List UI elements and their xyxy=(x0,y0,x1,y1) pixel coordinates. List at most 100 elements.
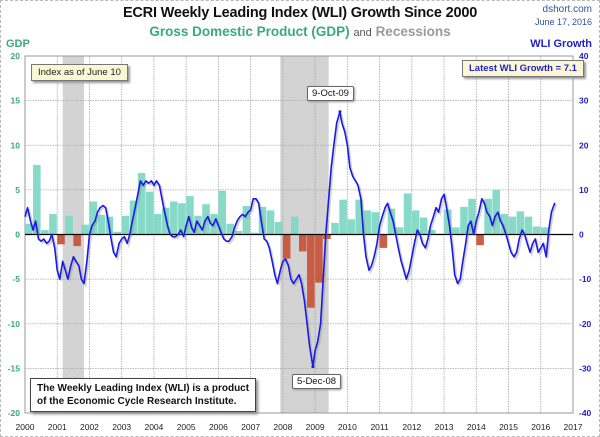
gdp-bar xyxy=(41,230,49,235)
x-tick-label: 2011 xyxy=(370,422,389,432)
gdp-bar xyxy=(145,191,154,235)
right-axis-label: WLI Growth xyxy=(530,38,592,50)
x-tick-label: 2007 xyxy=(241,422,260,432)
left-tick-label: -10 xyxy=(8,319,21,329)
x-tick-label: 2000 xyxy=(16,422,35,432)
gdp-bar xyxy=(492,189,500,235)
gdp-bar xyxy=(419,217,428,235)
gdp-bar xyxy=(444,209,452,235)
gdp-bar xyxy=(347,219,355,235)
gdp-bar xyxy=(282,234,291,259)
left-tick-label: 15 xyxy=(11,96,21,106)
source-date: June 17, 2016 xyxy=(534,17,592,27)
gdp-bar xyxy=(121,215,130,235)
gdp-bar xyxy=(532,226,541,235)
peak-callout: 9-Oct-09 xyxy=(307,86,354,101)
gdp-bar xyxy=(274,222,283,235)
gdp-bar xyxy=(49,213,57,235)
gdp-bar xyxy=(178,203,186,235)
gdp-bar xyxy=(73,234,81,247)
gdp-bar xyxy=(323,234,331,239)
gdp-bar xyxy=(411,210,420,235)
latest-wli-note: Latest WLI Growth = 7.1 xyxy=(462,60,584,77)
x-tick-label: 2003 xyxy=(112,422,131,432)
gdp-bar xyxy=(387,208,396,235)
gdp-bar xyxy=(153,213,162,235)
x-tick-label: 2014 xyxy=(467,422,486,432)
x-tick-label: 2006 xyxy=(209,422,228,432)
gdp-bar xyxy=(81,224,89,235)
right-tick-label: -10 xyxy=(579,274,592,284)
gdp-bar xyxy=(379,234,388,248)
left-tick-label: -20 xyxy=(8,408,21,418)
gdp-bar xyxy=(452,227,460,235)
annotation-point xyxy=(338,110,342,114)
gdp-bar xyxy=(371,212,380,235)
x-tick-label: 2002 xyxy=(80,422,99,432)
gdp-bar xyxy=(395,227,404,235)
right-tick-label: 40 xyxy=(579,51,589,61)
x-tick-label: 2001 xyxy=(48,422,67,432)
gdp-bar xyxy=(25,223,33,235)
source-site: dshort.com xyxy=(542,4,592,15)
gdp-bar xyxy=(290,216,299,235)
gdp-bar xyxy=(234,230,243,235)
x-tick-label: 2010 xyxy=(338,422,357,432)
index-date-note: Index as of June 10 xyxy=(31,64,128,81)
right-tick-label: 30 xyxy=(579,96,589,106)
subtitle-gdp: Gross Domestic Product (GDP) xyxy=(149,24,350,39)
gdp-bar xyxy=(427,230,436,235)
wli-source-note: The Weekly Leading Index (WLI) is a prod… xyxy=(30,378,257,412)
gdp-bar xyxy=(476,234,484,246)
gdp-bar xyxy=(226,223,235,235)
gdp-bar xyxy=(242,205,251,235)
gdp-bar xyxy=(355,199,363,235)
gdp-bar xyxy=(258,206,267,235)
wli-line xyxy=(24,111,556,368)
right-tick-label: 20 xyxy=(579,140,589,150)
gdp-bar xyxy=(315,234,323,283)
left-axis-label: GDP xyxy=(6,38,30,50)
left-tick-label: 5 xyxy=(15,185,20,195)
left-tick-label: -5 xyxy=(12,274,20,284)
gdp-bar xyxy=(363,210,372,235)
right-tick-label: 0 xyxy=(579,230,584,240)
left-tick-label: 0 xyxy=(15,230,20,240)
gdp-bar xyxy=(339,199,347,235)
gdp-bar xyxy=(508,216,517,235)
x-tick-label: 2013 xyxy=(435,422,454,432)
right-tick-label: -20 xyxy=(579,319,592,329)
x-tick-label: 2005 xyxy=(177,422,196,432)
gdp-bar xyxy=(524,216,533,235)
chart-subtitle: Gross Domestic Product (GDP) and Recessi… xyxy=(0,24,600,39)
gdp-bar xyxy=(170,201,178,235)
right-tick-label: -30 xyxy=(579,363,592,373)
wli-line-layer xyxy=(24,110,558,369)
gdp-bar xyxy=(403,193,412,235)
left-tick-label: 20 xyxy=(11,51,21,61)
x-tick-label: 2016 xyxy=(531,422,550,432)
left-tick-label: -15 xyxy=(8,363,21,373)
wli-source-line2: of the Economic Cycle Research Institute… xyxy=(37,396,237,407)
annotation-point xyxy=(311,365,315,369)
x-tick-label: 2008 xyxy=(273,422,292,432)
right-tick-label: -40 xyxy=(579,408,592,418)
source-block: dshort.com June 17, 2016 xyxy=(535,4,592,28)
gdp-bar xyxy=(250,232,259,235)
x-tick-label: 2009 xyxy=(306,422,325,432)
gdp-bar xyxy=(97,214,106,235)
gdp-bar xyxy=(194,215,202,235)
wli-source-line1: The Weekly Leading Index (WLI) is a prod… xyxy=(37,383,250,394)
gdp-bar xyxy=(137,172,146,235)
gdp-bar xyxy=(186,196,194,235)
gdp-bar xyxy=(65,215,73,235)
subtitle-and: and xyxy=(353,27,372,39)
gdp-bar xyxy=(33,164,41,235)
gdp-bar xyxy=(484,198,492,235)
gdp-bar xyxy=(540,227,549,235)
chart-title: ECRI Weekly Leading Index (WLI) Growth S… xyxy=(122,5,478,21)
left-tick-label: 10 xyxy=(11,140,21,150)
gdp-bar xyxy=(460,206,468,235)
subtitle-recessions: Recessions xyxy=(375,24,451,39)
